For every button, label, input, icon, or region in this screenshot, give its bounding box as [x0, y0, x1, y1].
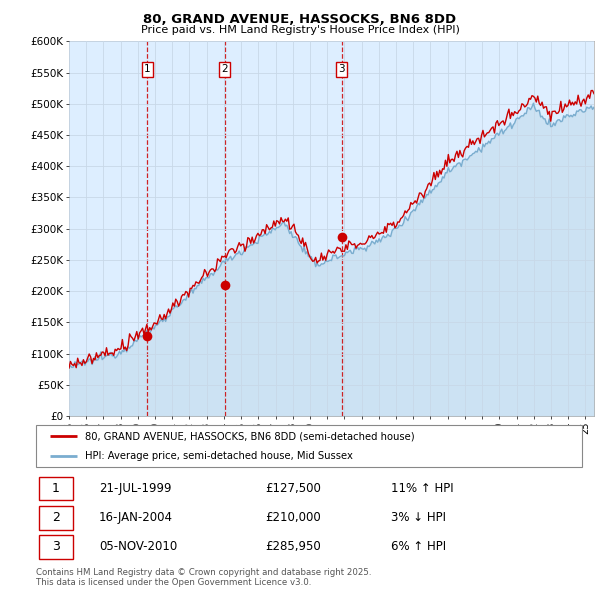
Text: Price paid vs. HM Land Registry's House Price Index (HPI): Price paid vs. HM Land Registry's House … — [140, 25, 460, 35]
Text: 05-NOV-2010: 05-NOV-2010 — [99, 540, 177, 553]
FancyBboxPatch shape — [39, 535, 73, 559]
Text: 3: 3 — [338, 64, 345, 74]
Text: 11% ↑ HPI: 11% ↑ HPI — [391, 482, 454, 495]
Text: Contains HM Land Registry data © Crown copyright and database right 2025.
This d: Contains HM Land Registry data © Crown c… — [36, 568, 371, 587]
Text: 3% ↓ HPI: 3% ↓ HPI — [391, 511, 446, 525]
FancyBboxPatch shape — [39, 506, 73, 530]
Text: 2: 2 — [221, 64, 228, 74]
Text: 21-JUL-1999: 21-JUL-1999 — [99, 482, 171, 495]
Text: 16-JAN-2004: 16-JAN-2004 — [99, 511, 173, 525]
Text: HPI: Average price, semi-detached house, Mid Sussex: HPI: Average price, semi-detached house,… — [85, 451, 353, 461]
Text: £127,500: £127,500 — [265, 482, 321, 495]
Text: 80, GRAND AVENUE, HASSOCKS, BN6 8DD (semi-detached house): 80, GRAND AVENUE, HASSOCKS, BN6 8DD (sem… — [85, 431, 415, 441]
Text: 1: 1 — [144, 64, 151, 74]
Text: 1: 1 — [52, 482, 59, 495]
Text: 2: 2 — [52, 511, 59, 525]
Text: £210,000: £210,000 — [265, 511, 321, 525]
Text: 3: 3 — [52, 540, 59, 553]
Text: £285,950: £285,950 — [265, 540, 321, 553]
FancyBboxPatch shape — [36, 425, 582, 467]
Text: 80, GRAND AVENUE, HASSOCKS, BN6 8DD: 80, GRAND AVENUE, HASSOCKS, BN6 8DD — [143, 13, 457, 26]
Text: 6% ↑ HPI: 6% ↑ HPI — [391, 540, 446, 553]
FancyBboxPatch shape — [39, 477, 73, 500]
